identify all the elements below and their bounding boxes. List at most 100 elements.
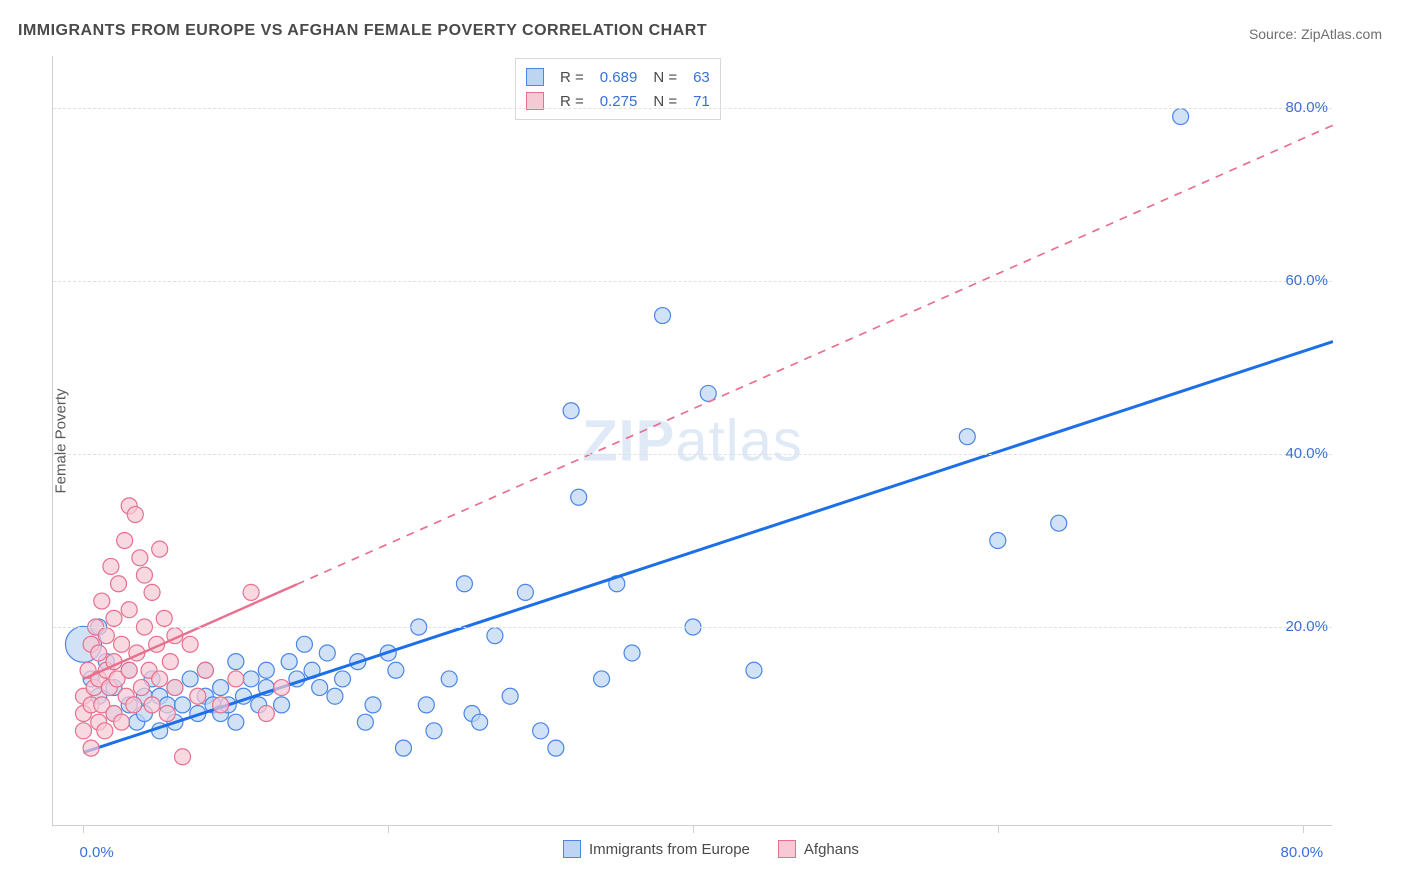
scatter-point bbox=[144, 584, 160, 600]
scatter-point bbox=[746, 662, 762, 678]
scatter-point bbox=[94, 593, 110, 609]
scatter-point bbox=[281, 654, 297, 670]
scatter-point bbox=[1051, 515, 1067, 531]
scatter-point bbox=[487, 628, 503, 644]
scatter-point bbox=[243, 671, 259, 687]
scatter-point bbox=[327, 688, 343, 704]
bottom-legend-label: Immigrants from Europe bbox=[589, 841, 750, 858]
scatter-point bbox=[517, 584, 533, 600]
gridline bbox=[53, 281, 1332, 282]
plot-area: Female Poverty ZIPatlas R =0.689N =63R =… bbox=[52, 56, 1332, 826]
trend-line bbox=[83, 342, 1333, 753]
scatter-point bbox=[274, 680, 290, 696]
scatter-point bbox=[472, 714, 488, 730]
scatter-point bbox=[571, 489, 587, 505]
scatter-point bbox=[426, 723, 442, 739]
scatter-point bbox=[117, 532, 133, 548]
scatter-point bbox=[533, 723, 549, 739]
xtick bbox=[83, 825, 84, 833]
scatter-point bbox=[258, 706, 274, 722]
scatter-point bbox=[98, 628, 114, 644]
scatter-point bbox=[243, 584, 259, 600]
legend-swatch bbox=[563, 840, 581, 858]
scatter-point bbox=[152, 671, 168, 687]
ytick-label: 40.0% bbox=[1285, 445, 1328, 462]
xtick bbox=[1303, 825, 1304, 833]
scatter-point bbox=[97, 723, 113, 739]
legend-r-value: 0.689 bbox=[600, 69, 638, 86]
chart-title: IMMIGRANTS FROM EUROPE VS AFGHAN FEMALE … bbox=[18, 22, 707, 40]
top-legend: R = 0.689 N = 63 R =0.275N =71 bbox=[515, 58, 721, 120]
bottom-legend-item: Immigrants from Europe bbox=[563, 840, 750, 858]
ytick-label: 60.0% bbox=[1285, 272, 1328, 289]
scatter-point bbox=[228, 671, 244, 687]
scatter-point bbox=[121, 662, 137, 678]
scatter-point bbox=[132, 550, 148, 566]
legend-swatch bbox=[778, 840, 796, 858]
scatter-point bbox=[103, 558, 119, 574]
scatter-point bbox=[441, 671, 457, 687]
scatter-point bbox=[213, 697, 229, 713]
scatter-point bbox=[127, 507, 143, 523]
scatter-point bbox=[258, 662, 274, 678]
scatter-point bbox=[136, 567, 152, 583]
ytick-label: 20.0% bbox=[1285, 618, 1328, 635]
scatter-point bbox=[83, 740, 99, 756]
scatter-point bbox=[152, 541, 168, 557]
scatter-point bbox=[182, 671, 198, 687]
x-label-min: 0.0% bbox=[79, 844, 113, 861]
scatter-point bbox=[365, 697, 381, 713]
scatter-point bbox=[357, 714, 373, 730]
scatter-point bbox=[175, 697, 191, 713]
scatter-point bbox=[563, 403, 579, 419]
scatter-point bbox=[126, 697, 142, 713]
scatter-point bbox=[75, 723, 91, 739]
scatter-point bbox=[312, 680, 328, 696]
legend-swatch bbox=[526, 68, 544, 86]
scatter-point bbox=[121, 602, 137, 618]
scatter-point bbox=[1173, 109, 1189, 125]
legend-row: R = 0.689 N = 63 bbox=[526, 65, 710, 89]
legend-r-label: R = bbox=[560, 69, 584, 86]
bottom-legend-item: Afghans bbox=[778, 840, 859, 858]
scatter-point bbox=[111, 576, 127, 592]
scatter-point bbox=[91, 645, 107, 661]
scatter-point bbox=[167, 680, 183, 696]
scatter-point bbox=[190, 688, 206, 704]
xtick bbox=[998, 825, 999, 833]
plot-svg bbox=[53, 56, 1333, 826]
xtick bbox=[388, 825, 389, 833]
scatter-point bbox=[959, 429, 975, 445]
source-label: Source: ZipAtlas.com bbox=[1249, 26, 1382, 42]
legend-n-label: N = bbox=[653, 69, 677, 86]
scatter-point bbox=[162, 654, 178, 670]
scatter-point bbox=[624, 645, 640, 661]
scatter-point bbox=[335, 671, 351, 687]
scatter-point bbox=[395, 740, 411, 756]
scatter-point bbox=[114, 714, 130, 730]
scatter-point bbox=[502, 688, 518, 704]
scatter-point bbox=[274, 697, 290, 713]
gridline bbox=[53, 108, 1332, 109]
gridline bbox=[53, 454, 1332, 455]
scatter-point bbox=[296, 636, 312, 652]
scatter-point bbox=[197, 662, 213, 678]
ytick-label: 80.0% bbox=[1285, 99, 1328, 116]
scatter-point bbox=[144, 697, 160, 713]
legend-n-value: 63 bbox=[693, 69, 710, 86]
trend-line-dashed bbox=[297, 125, 1333, 584]
scatter-point bbox=[319, 645, 335, 661]
scatter-point bbox=[990, 532, 1006, 548]
scatter-point bbox=[655, 308, 671, 324]
scatter-point bbox=[133, 680, 149, 696]
scatter-point bbox=[388, 662, 404, 678]
scatter-point bbox=[228, 654, 244, 670]
xtick bbox=[693, 825, 694, 833]
scatter-point bbox=[213, 680, 229, 696]
legend-row: R =0.275N =71 bbox=[526, 89, 710, 113]
bottom-legend-label: Afghans bbox=[804, 841, 859, 858]
bottom-legend: Immigrants from Europe Afghans bbox=[563, 840, 859, 858]
scatter-point bbox=[548, 740, 564, 756]
x-label-max: 80.0% bbox=[1281, 844, 1324, 861]
chart-container: IMMIGRANTS FROM EUROPE VS AFGHAN FEMALE … bbox=[0, 0, 1406, 892]
